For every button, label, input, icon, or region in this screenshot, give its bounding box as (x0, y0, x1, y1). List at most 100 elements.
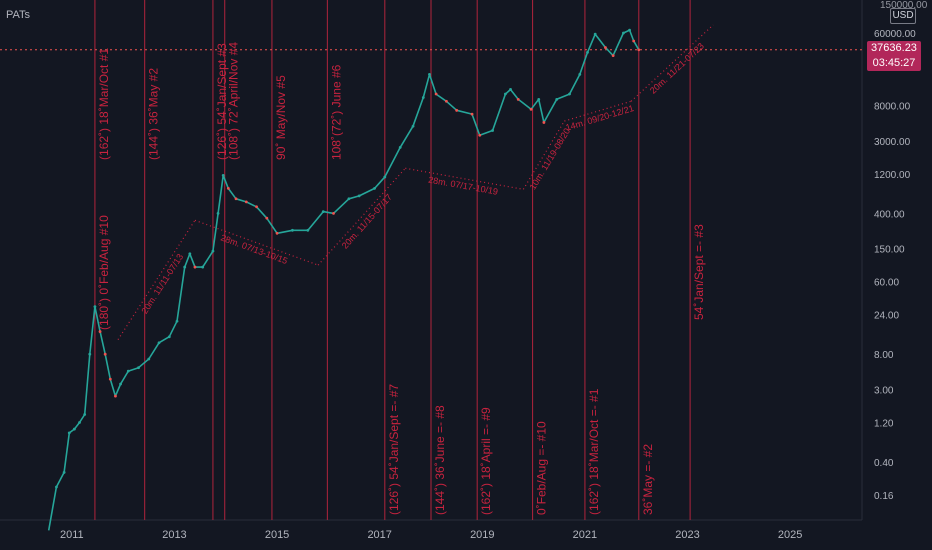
cycle-annotation-label: (126˚) 54˚Jan/Sept #3 (215, 43, 229, 160)
price-point (383, 175, 387, 179)
chart-title: PATs (6, 9, 31, 21)
price-point (291, 228, 294, 232)
price-point (88, 352, 92, 356)
cycle-annotation-label: (162˚) 18˚April =- #9 (479, 407, 493, 515)
price-point (578, 72, 582, 76)
price-point (275, 231, 279, 235)
x-tick-label: 2019 (470, 529, 494, 541)
price-point (157, 341, 161, 345)
price-point (193, 265, 197, 269)
price-point (147, 357, 151, 361)
price-point (637, 48, 641, 52)
price-point (67, 431, 71, 435)
y-tick-label: 1.20 (874, 419, 894, 430)
price-point (357, 194, 361, 198)
price-point (62, 471, 66, 474)
price-point (98, 330, 102, 333)
price-scale-top-label: 150000.00 (880, 0, 928, 11)
price-point (306, 228, 310, 232)
price-point (126, 369, 130, 373)
price-point (72, 427, 76, 431)
price-point (593, 32, 597, 36)
y-tick-label: 8.00 (874, 350, 894, 361)
price-point (542, 121, 546, 124)
price-point (622, 31, 625, 35)
y-tick-label: 8000.00 (874, 102, 911, 113)
price-point (321, 210, 325, 214)
price-point (478, 133, 482, 137)
price-point (175, 319, 179, 323)
price-point (444, 99, 448, 103)
trend-segment (630, 24, 714, 102)
y-tick-label: 3000.00 (874, 137, 911, 148)
price-point (216, 211, 220, 215)
price-point (503, 92, 507, 96)
cycle-annotation-label: 0˚Feb/Aug =- #10 (535, 421, 549, 515)
trend-segment (317, 167, 406, 266)
y-tick-label: 60.00 (874, 278, 899, 289)
price-point (373, 187, 376, 190)
y-tick-label: 400.00 (874, 209, 905, 220)
price-point (83, 413, 87, 416)
price-point (411, 124, 415, 128)
y-tick-label: 0.16 (874, 491, 894, 502)
x-tick-label: 2013 (162, 529, 186, 541)
cycle-annotation-label: 108˚(72˚) June #6 (329, 64, 343, 160)
price-point (221, 173, 225, 177)
cycle-annotation-label: (180˚) 0˚Feb/Aug #10 (97, 215, 111, 330)
price-series-line (47, 29, 640, 531)
y-tick-label: 3.00 (874, 386, 894, 397)
price-point (201, 265, 205, 269)
price-point (226, 187, 230, 190)
price-point (332, 211, 335, 215)
cycle-annotation-label: (108˚) 72˚April/Nov #4 (227, 42, 241, 160)
price-point (244, 200, 248, 204)
price-point (108, 377, 112, 381)
price-point (455, 108, 459, 112)
price-point (537, 97, 541, 101)
currency-button[interactable]: USD (890, 8, 916, 24)
y-tick-label: 60000.00 (874, 29, 916, 40)
cycle-annotation-label: (126˚) 54˚Jan/Sept =- #7 (387, 384, 401, 515)
price-point (421, 96, 425, 99)
cycle-annotation-label: 36˚May =- #2 (641, 444, 655, 515)
y-tick-label: 24.00 (874, 311, 899, 322)
price-point (529, 107, 533, 111)
price-point (114, 394, 117, 398)
price-point (398, 145, 402, 149)
price-point (347, 197, 351, 201)
x-tick-label: 2011 (60, 529, 84, 541)
price-point (428, 72, 431, 76)
price-point (137, 366, 140, 370)
price-point (103, 352, 107, 356)
x-tick-label: 2021 (573, 529, 597, 541)
price-point (434, 92, 438, 96)
cycle-annotation-label: (144˚) 36˚May #2 (147, 68, 161, 160)
price-point (55, 485, 58, 489)
cycle-annotation-label: (162˚) 18˚Mar/Oct =- #1 (587, 388, 601, 515)
current-price-value: 37636.23 (871, 42, 917, 54)
price-point (491, 129, 494, 132)
price-point (93, 305, 97, 309)
price-point (516, 97, 520, 101)
price-point (604, 46, 607, 49)
price-point (119, 382, 122, 386)
price-point (211, 249, 215, 253)
price-point (78, 421, 81, 424)
price-point (470, 112, 474, 116)
price-point (586, 50, 589, 54)
y-tick-label: 1200.00 (874, 170, 911, 181)
cycle-annotation-label: 90˚ May/Nov #5 (274, 75, 288, 160)
y-tick-label: 150.00 (874, 245, 905, 256)
cycle-annotation-label: (144˚) 36˚June =- #8 (433, 405, 447, 515)
price-point (628, 28, 631, 32)
price-point (255, 205, 258, 209)
price-point (555, 97, 559, 101)
price-point (183, 265, 187, 269)
cycle-annotation-label: (162˚) 18˚Mar/Oct #1 (97, 48, 111, 160)
y-tick-label: 0.40 (874, 458, 894, 469)
x-tick-label: 2025 (778, 529, 802, 541)
x-tick-label: 2023 (675, 529, 699, 541)
